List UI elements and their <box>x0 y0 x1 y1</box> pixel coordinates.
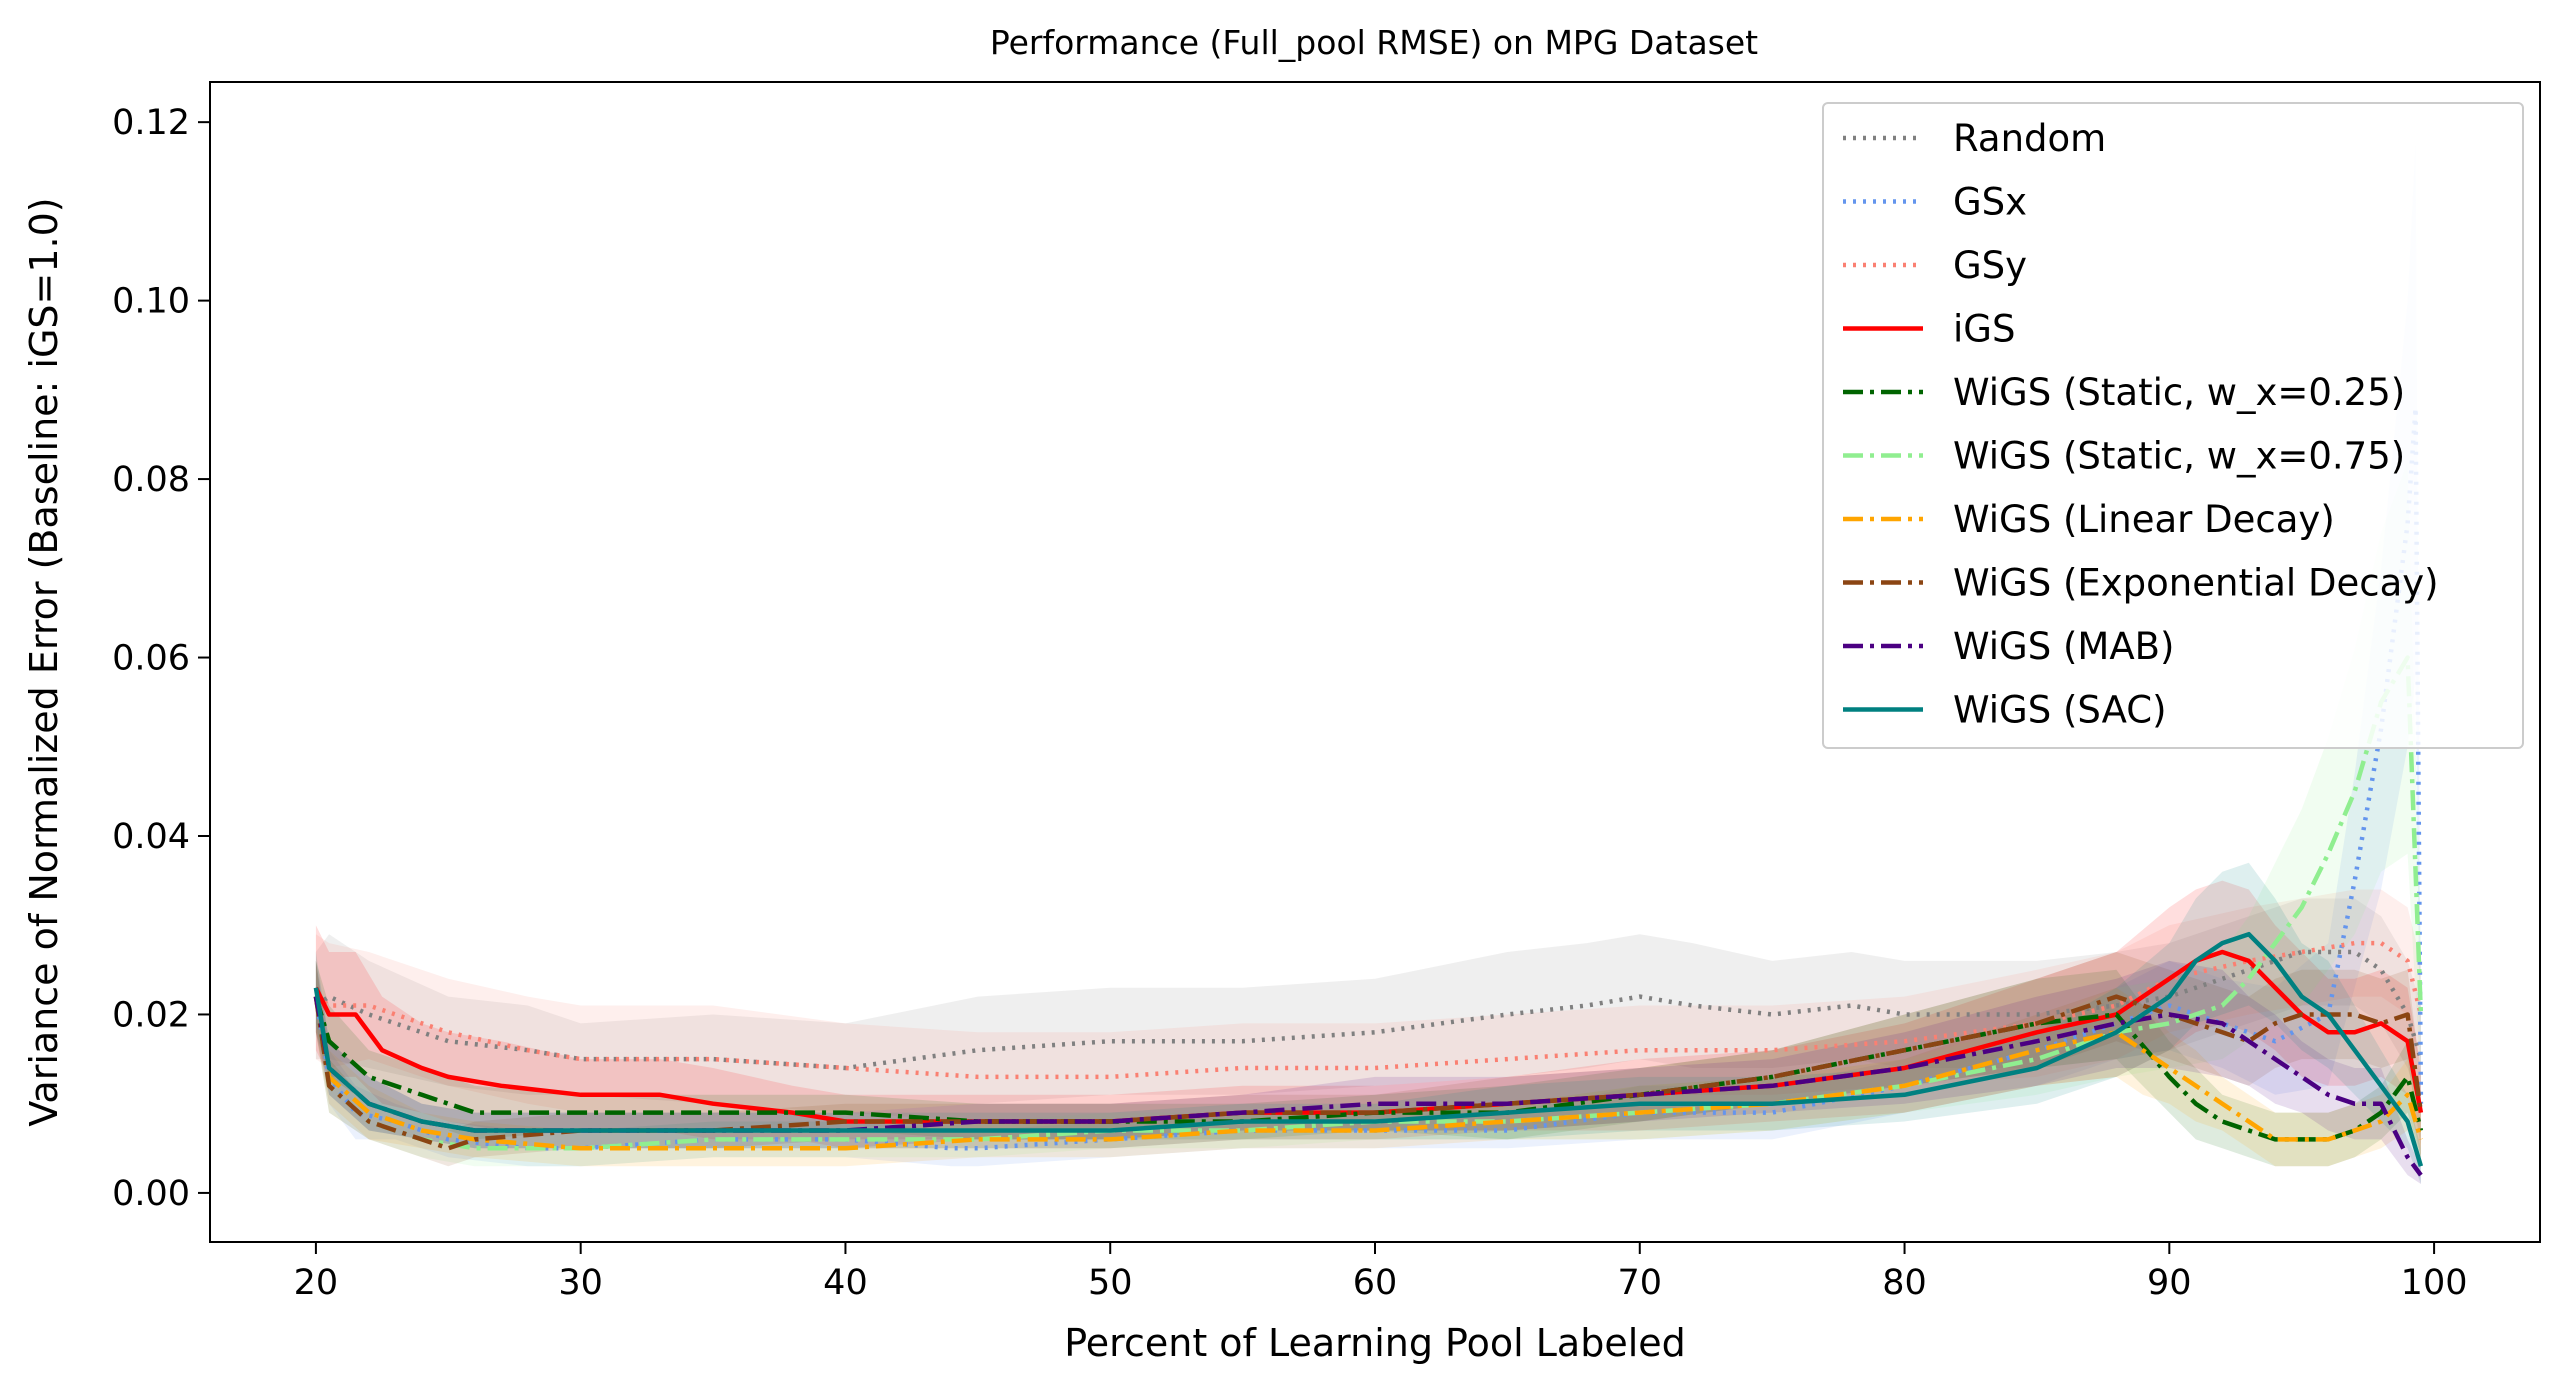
x-tick-label: 50 <box>1088 1263 1133 1303</box>
legend-label: WiGS (Linear Decay) <box>1953 498 2335 541</box>
legend-box <box>1822 102 2524 749</box>
y-axis: 0.00 0.02 0.04 0.06 0.08 0.10 0.12 <box>112 103 210 1214</box>
y-tick-label: 0.12 <box>112 103 190 143</box>
x-tick-label: 40 <box>823 1263 868 1303</box>
y-tick-label: 0.04 <box>112 817 190 857</box>
series-lines <box>313 405 2424 1177</box>
legend-label: WiGS (Exponential Decay) <box>1953 562 2439 605</box>
series-line-wigs-static-w-x-0-25 <box>313 995 2424 1142</box>
x-tick-label: 60 <box>1353 1263 1398 1303</box>
x-tick-label: 70 <box>1617 1263 1662 1303</box>
x-tick-label: 90 <box>2147 1263 2192 1303</box>
legend-label: WiGS (Static, w_x=0.25) <box>1953 371 2405 414</box>
legend-label: Random <box>1953 117 2106 160</box>
band-random <box>315 898 2421 1113</box>
legend-label: WiGS (SAC) <box>1953 689 2167 732</box>
x-tick-label: 20 <box>294 1263 339 1303</box>
x-tick-label: 80 <box>1882 1263 1927 1303</box>
y-tick-label: 0.06 <box>112 639 190 679</box>
legend-label: GSx <box>1953 181 2027 224</box>
x-axis: 20 30 40 50 60 70 80 90 100 <box>294 1242 2468 1303</box>
band-gsy <box>315 889 2421 1122</box>
legend-label: WiGS (Static, w_x=0.75) <box>1953 435 2405 478</box>
series-line-wigs-mab <box>313 996 2423 1177</box>
x-tick-label: 100 <box>2401 1263 2468 1303</box>
legend: Random GSx GSy iGS WiGS (Static, w_x=0.25) Wi… <box>1822 102 2524 749</box>
y-axis-label: Variance of Normalized Error (Baseline: … <box>22 197 66 1126</box>
x-axis-label: Percent of Learning Pool Labeled <box>1064 1321 1686 1365</box>
y-tick-label: 0.08 <box>112 460 190 500</box>
series-line-gsy <box>314 940 2424 1080</box>
series-line-wigs-sac <box>313 931 2424 1167</box>
y-tick-label: 0.02 <box>112 995 190 1035</box>
series-line-wigs-static-w-x-0-75 <box>313 655 2424 1151</box>
legend-label: WiGS (MAB) <box>1953 625 2174 668</box>
y-tick-label: 0.00 <box>112 1174 190 1214</box>
series-line-wigs-linear-decay <box>313 996 2424 1151</box>
series-line-wigs-exponential-decay <box>313 994 2424 1151</box>
y-tick-label: 0.10 <box>112 282 190 322</box>
band-wigs-static-w-x-0-25 <box>315 960 2421 1167</box>
band-wigs-sac <box>315 862 2421 1184</box>
series-line-random <box>314 949 2424 1071</box>
chart-title: Performance (Full_pool RMSE) on MPG Data… <box>990 23 1758 62</box>
plot-area <box>313 140 2424 1184</box>
legend-label: GSy <box>1953 244 2027 287</box>
band-gsx <box>315 140 2421 1167</box>
x-tick-label: 30 <box>558 1263 603 1303</box>
band-wigs-mab <box>315 960 2421 1184</box>
legend-label: iGS <box>1953 308 2015 351</box>
